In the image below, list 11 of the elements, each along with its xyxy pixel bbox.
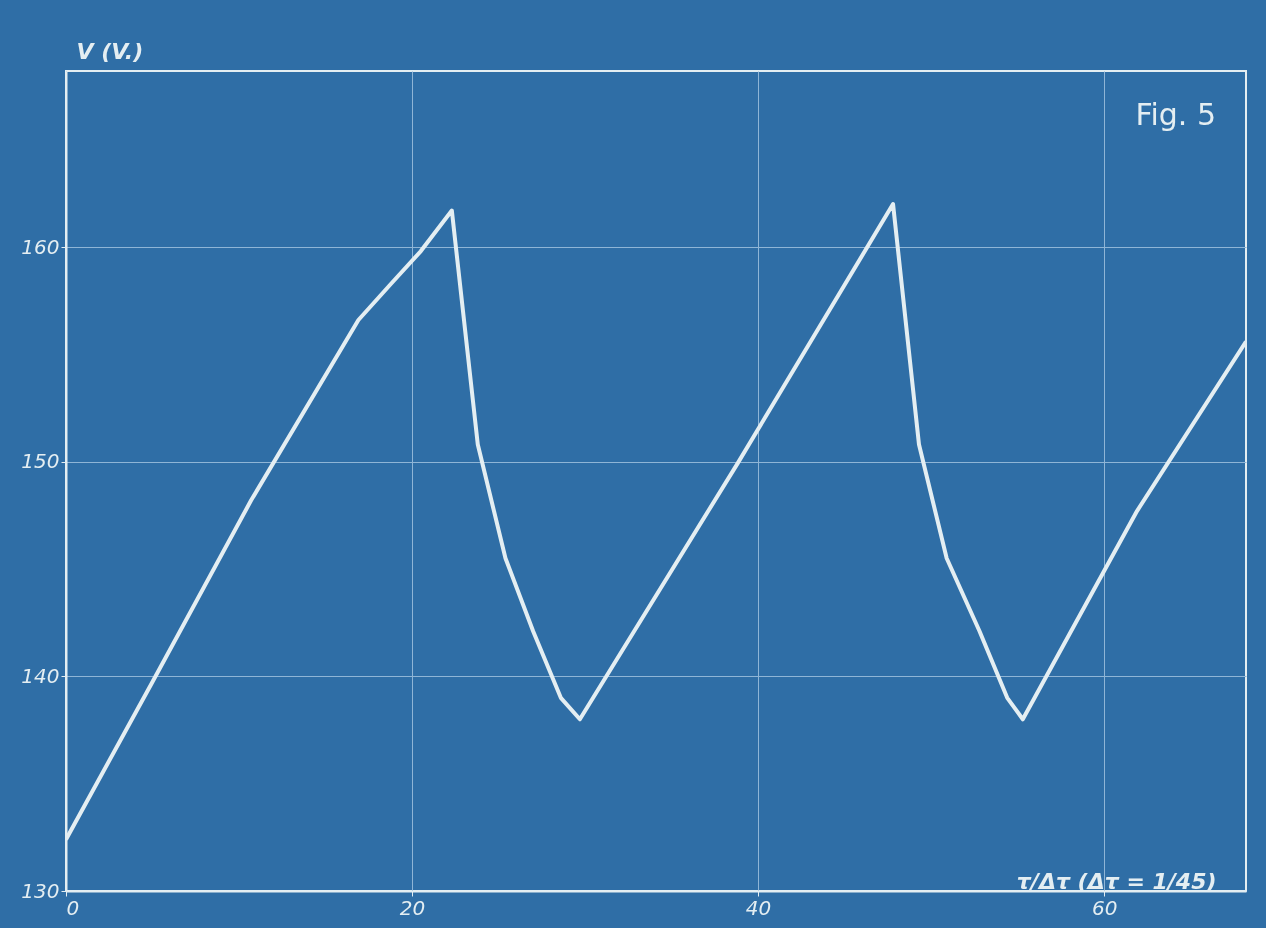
annotation: Fig. 5 (1135, 97, 1216, 132)
x-tick-label: 20 (399, 895, 426, 920)
y-tick-label: 140 (21, 663, 60, 688)
y-tick-label: 130 (21, 878, 60, 903)
y-axis-title: V (V.) (76, 38, 144, 64)
x-axis-title: τ/Δτ (Δτ = 1/45) (1016, 868, 1217, 894)
y-tick-label: 150 (21, 449, 60, 474)
x-tick-label: 0 (66, 895, 80, 920)
x-tick-label: 60 (1091, 895, 1118, 920)
x-tick-label: 40 (745, 895, 772, 920)
y-tick-label: 160 (21, 234, 60, 259)
